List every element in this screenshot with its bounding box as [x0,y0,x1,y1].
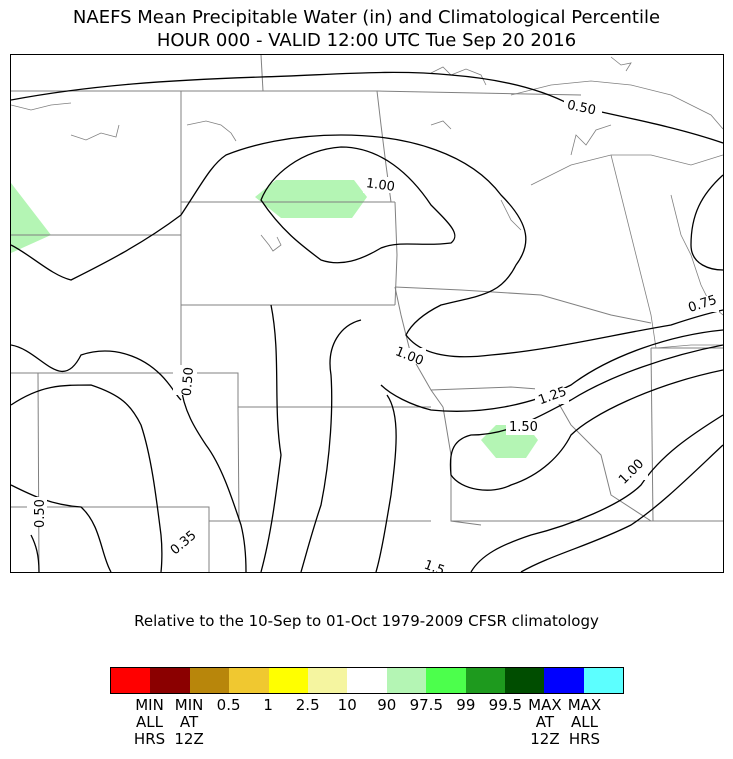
percentile-shading [11,180,538,458]
colorbar-tick-label: 97.5 [409,696,443,714]
map-panel: 0.50 1.00 0.75 1.00 1.25 1.50 1.00 0.50 … [10,54,724,573]
colorbar-swatch [189,668,230,693]
shade-region-west [11,183,51,253]
colorbar-tick-label: MIN AT 12Z [174,696,204,748]
colorbar-swatch [347,668,387,693]
contour-label: 1.25 [536,384,568,408]
contour-label: 0.50 [180,367,197,397]
colorbar-labels: MIN ALL HRS MIN AT 12Z 0.5 1 2.5 10 90 97.5 99 99… [110,697,624,757]
colorbar-tick-label: MAX AT 12Z [528,696,562,748]
colorbar-tick-label: 1 [263,696,273,714]
colorbar-swatch [307,668,348,693]
state-boundaries [11,55,723,572]
colorbar-tick-label: 2.5 [295,696,320,714]
colorbar-swatch [111,668,151,693]
contour-label: 1.00 [365,176,396,195]
contour-label: 1.50 [509,420,538,435]
colorbar-swatch [583,668,624,693]
percentile-colorbar [110,667,624,694]
contour-label: 0.35 [168,528,200,558]
shade-region-north [255,180,367,218]
coastlines [11,56,723,349]
colorbar-swatch [504,668,545,693]
colorbar-swatch [150,668,190,693]
contour-label: 0.50 [33,499,48,528]
colorbar-swatch [426,668,466,693]
colorbar-tick-label: MIN ALL HRS [133,696,166,748]
map-title-line1: NAEFS Mean Precipitable Water (in) and C… [72,7,661,28]
climatology-subtitle: Relative to the 10-Sep to 01-Oct 1979-20… [134,612,599,630]
colorbar-tick-label: MAX ALL HRS [567,696,602,748]
colorbar-swatch [229,668,269,693]
colorbar-tick-label: 0.5 [216,696,241,714]
colorbar-swatch [465,668,505,693]
contour-label: 0.50 [566,98,597,119]
map-canvas: 0.50 1.00 0.75 1.00 1.25 1.50 1.00 0.50 … [11,55,723,572]
colorbar-tick-label: 90 [377,696,397,714]
colorbar-swatch [544,668,584,693]
colorbar-tick-label: 10 [337,696,357,714]
map-title-line2: HOUR 000 - VALID 12:00 UTC Tue Sep 20 20… [156,30,577,51]
contour-label: 1.5 [422,558,447,572]
colorbar-tick-label: 99 [456,696,476,714]
contour-lines [11,71,723,572]
colorbar-swatch [386,668,427,693]
colorbar-tick-label: 99.5 [488,696,523,714]
colorbar-swatch [268,668,308,693]
